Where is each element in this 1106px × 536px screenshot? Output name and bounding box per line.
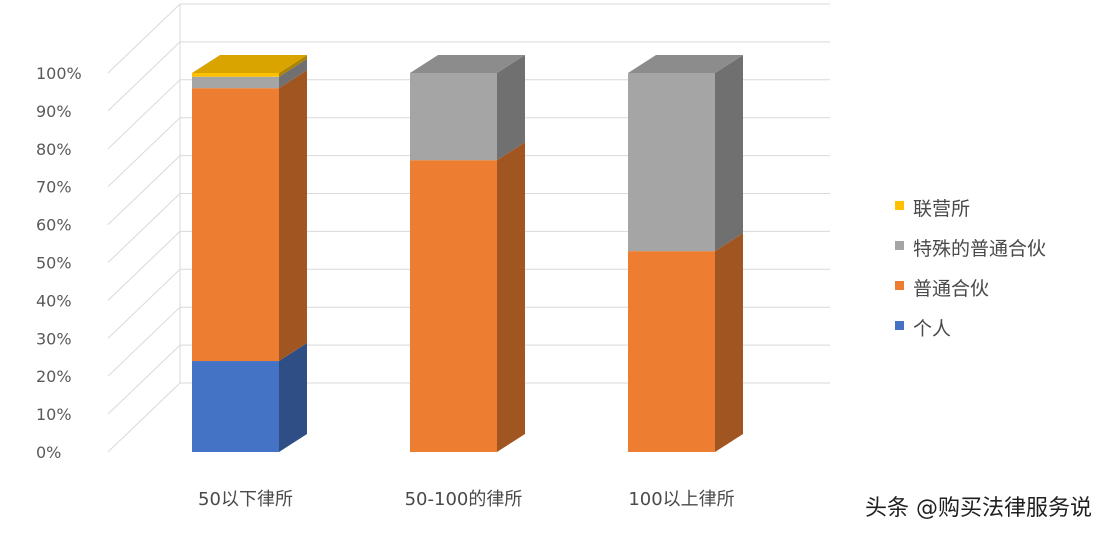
y-tick-label: 10% (36, 405, 72, 424)
bar-segment-side (279, 70, 307, 362)
side-gridline (107, 268, 181, 339)
x-axis-categories: 50以下律所 50-100的律所 100以上律所 (198, 489, 735, 510)
bar-segment (192, 73, 279, 77)
bar-segment (410, 160, 497, 453)
bar-segment (192, 88, 279, 362)
side-gridline (107, 3, 181, 74)
legend-swatch (895, 281, 904, 290)
x-category-label: 50以下律所 (198, 489, 293, 510)
y-tick-label: 60% (36, 216, 72, 235)
side-gridline (107, 306, 181, 377)
y-tick-label: 0% (36, 443, 61, 462)
y-tick-label: 50% (36, 254, 72, 273)
bar-segment-top (628, 55, 743, 73)
bar-segment (192, 361, 279, 452)
watermark: 头条 @购买法律服务说 (865, 496, 1092, 521)
bar-segment-top (192, 55, 307, 73)
bar-segment (192, 76, 279, 89)
y-tick-label: 20% (36, 367, 72, 386)
side-gridline (107, 79, 181, 150)
bar-segment-top (410, 55, 525, 73)
side-gridline (107, 41, 181, 112)
bar-segment (628, 73, 715, 252)
side-gridline (107, 231, 181, 301)
side-gridline (107, 155, 181, 225)
bar-segment-side (497, 142, 525, 453)
bars (192, 55, 743, 453)
legend-swatch (895, 241, 904, 250)
legend-swatch (895, 321, 904, 330)
y-axis-ticks: 0% 10% 20% 30% 40% 50% 60% 70% 80% 90% 100% (36, 64, 82, 462)
side-gridline (107, 344, 181, 415)
bar-segment-side (279, 343, 307, 452)
legend-label: 个人 (913, 318, 951, 340)
legend-label: 联营所 (913, 198, 970, 220)
side-gridline (107, 117, 181, 188)
legend-label: 特殊的普通合伙 (913, 238, 1046, 260)
y-tick-label: 30% (36, 329, 72, 348)
x-category-label: 50-100的律所 (405, 489, 523, 510)
bar-segment-side (279, 58, 307, 89)
bar-segment (628, 251, 715, 452)
bar-segment-side (715, 233, 743, 452)
legend-swatch (895, 201, 904, 210)
side-gridline (107, 193, 181, 263)
y-tick-label: 80% (36, 140, 72, 159)
y-tick-label: 100% (36, 64, 82, 83)
x-category-label: 100以上律所 (628, 489, 734, 510)
y-tick-label: 40% (36, 291, 72, 310)
legend-label: 普通合伙 (913, 278, 989, 300)
bar-segment-side (497, 55, 525, 161)
bar-segment-side (279, 55, 307, 77)
y-tick-label: 70% (36, 178, 72, 197)
side-gridline (107, 382, 181, 453)
y-tick-label: 90% (36, 102, 72, 121)
bar-segment-side (715, 55, 743, 252)
bar-segment (410, 73, 497, 161)
